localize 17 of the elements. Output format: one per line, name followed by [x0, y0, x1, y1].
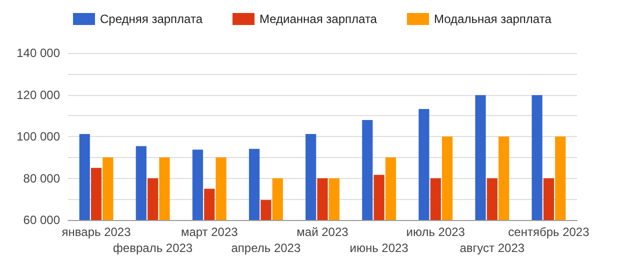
y-tick-label: 80 000: [23, 171, 60, 186]
y-tick-label: 60 000: [23, 213, 60, 227]
x-tick-label: июнь 2023: [350, 241, 409, 255]
y-tick-label: 100 000: [16, 130, 60, 144]
legend-label: Средняя зарплата: [100, 12, 203, 26]
x-tick-label: сентябрь 2023: [508, 225, 590, 239]
x-tick-label: февраль 2023: [113, 241, 193, 255]
x-tick-label: июль 2023: [406, 225, 466, 239]
y-tick-label: 120 000: [16, 88, 60, 102]
x-tick-label: май 2023: [296, 225, 349, 239]
x-tick-label: август 2023: [460, 241, 525, 255]
x-tick-label: март 2023: [180, 225, 238, 239]
x-tick-label: январь 2023: [62, 225, 132, 239]
legend-label: Модальная зарплата: [434, 12, 552, 26]
legend-label: Медианная зарплата: [260, 12, 378, 26]
x-tick-label: апрель 2023: [231, 241, 301, 255]
y-tick-label: 140 000: [16, 46, 60, 60]
